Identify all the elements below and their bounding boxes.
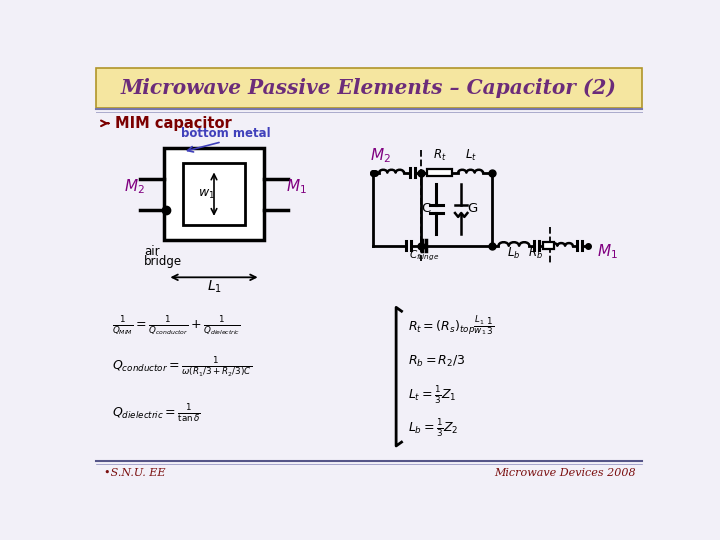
Text: $R_t = (R_s)_{top} \frac{L_1}{w_1} \frac{1}{3}$: $R_t = (R_s)_{top} \frac{L_1}{w_1} \frac…: [408, 315, 494, 339]
Text: G: G: [467, 202, 477, 215]
Bar: [544, 242, 554, 249]
Text: Microwave Devices 2008: Microwave Devices 2008: [494, 468, 636, 478]
Bar: [183, 164, 245, 225]
Text: $M_2$: $M_2$: [370, 146, 391, 165]
Text: MIM capacitor: MIM capacitor: [114, 116, 232, 131]
Text: $w_1$: $w_1$: [198, 187, 215, 201]
Bar: [163, 148, 264, 240]
Text: $M_1$: $M_1$: [598, 242, 618, 261]
Text: C: C: [421, 202, 431, 215]
Text: $M_1$: $M_1$: [287, 177, 307, 196]
Text: $L_1$: $L_1$: [207, 278, 222, 295]
Text: bottom metal: bottom metal: [181, 127, 271, 140]
Text: $Q_{dielectric} = \frac{1}{\tan\delta}$: $Q_{dielectric} = \frac{1}{\tan\delta}$: [112, 402, 201, 424]
Text: $C_{fringe}$: $C_{fringe}$: [409, 248, 439, 263]
Bar: [427, 169, 452, 176]
Text: air: air: [144, 245, 160, 259]
Text: $R_b = R_2 / 3$: $R_b = R_2 / 3$: [408, 354, 465, 369]
Text: $L_b$: $L_b$: [507, 246, 521, 261]
Text: $\frac{1}{Q_{MIM}} = \frac{1}{Q_{conductor}} + \frac{1}{Q_{dielectric}}$: $\frac{1}{Q_{MIM}} = \frac{1}{Q_{conduct…: [112, 315, 240, 339]
Text: $L_t$: $L_t$: [464, 148, 477, 163]
Text: $L_t = \frac{1}{3} Z_1$: $L_t = \frac{1}{3} Z_1$: [408, 384, 456, 406]
Text: •S.N.U. EE: •S.N.U. EE: [104, 468, 166, 478]
Text: $Q_{conductor} = \frac{1}{\omega(R_1/3 + R_2/3)C}$: $Q_{conductor} = \frac{1}{\omega(R_1/3 +…: [112, 356, 252, 380]
Text: $M_2$: $M_2$: [124, 177, 145, 196]
Text: $R_t$: $R_t$: [433, 148, 446, 163]
Text: $R_b$: $R_b$: [528, 246, 543, 261]
Text: bridge: bridge: [144, 255, 182, 268]
Text: Microwave Passive Elements – Capacitor (2): Microwave Passive Elements – Capacitor (…: [121, 78, 617, 98]
Bar: [96, 68, 642, 108]
Text: $L_b = \frac{1}{3} Z_2$: $L_b = \frac{1}{3} Z_2$: [408, 417, 458, 440]
